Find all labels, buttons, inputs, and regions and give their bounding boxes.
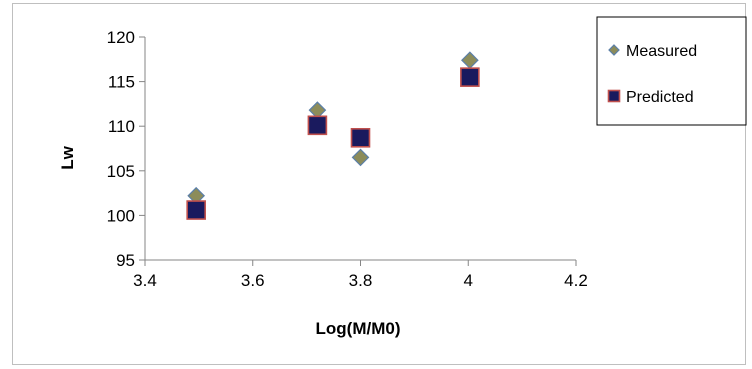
y-tick-label: 105: [107, 162, 135, 181]
y-axis-title: Lw: [58, 145, 77, 169]
predicted-point: [186, 200, 206, 220]
x-tick-labels: 3.4 3.6 3.8 4 4.2: [133, 271, 588, 290]
legend-label-predicted: Predicted: [626, 89, 694, 106]
legend: Measured Predicted: [596, 16, 747, 126]
y-tick-label: 115: [108, 73, 135, 92]
predicted-point: [460, 67, 480, 87]
data-points: [186, 51, 480, 220]
y-tick-label: 100: [107, 206, 135, 225]
measured-point: [351, 148, 370, 167]
legend-marker-predicted: [607, 89, 621, 103]
legend-label-measured: Measured: [626, 43, 697, 60]
x-tick-label: 4.2: [564, 271, 588, 290]
legend-box: [596, 16, 747, 126]
measured-point: [461, 51, 479, 70]
predicted-point: [350, 127, 371, 148]
y-tick-labels: 95 100 105 110 115 120: [107, 28, 135, 270]
y-tick-label: 110: [108, 117, 135, 136]
x-axis-title: Log(M/M0): [316, 319, 401, 338]
predicted-point: [307, 115, 328, 136]
x-tick-label: 3.6: [241, 271, 265, 290]
y-tick-label: 95: [116, 251, 135, 270]
x-tick-label: 4: [464, 271, 473, 290]
y-tick-label: 120: [107, 28, 135, 47]
legend-marker-measured: [608, 44, 620, 56]
x-tick-label: 3.4: [133, 271, 157, 290]
x-tick-label: 3.8: [349, 271, 373, 290]
axes: [139, 36, 577, 266]
